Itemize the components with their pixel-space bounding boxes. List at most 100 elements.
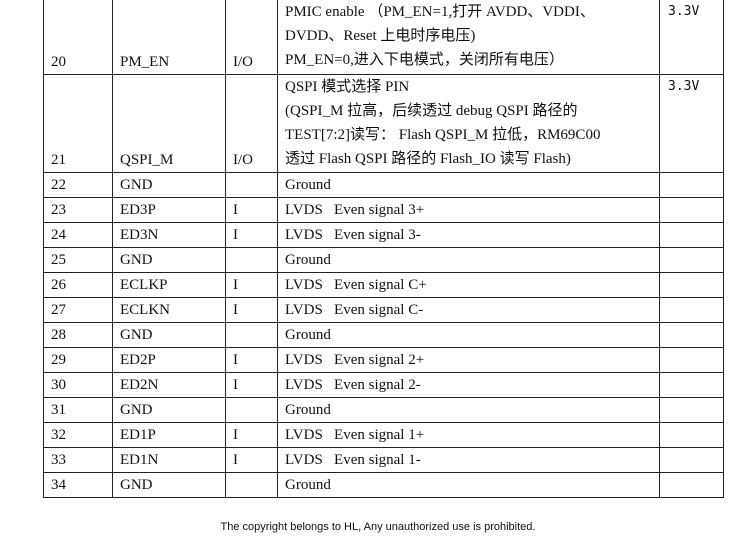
pin-number: 29 (43, 347, 113, 373)
pin-number: 34 (43, 472, 113, 498)
pin-io: I (225, 422, 278, 448)
pin-io: I/O (225, 0, 278, 75)
table-row: 30 ED2N I LVDS Even signal 2- (43, 372, 724, 398)
pin-number: 20 (43, 0, 113, 75)
pin-voltage (659, 272, 724, 298)
pin-number: 22 (43, 172, 113, 198)
pin-description: QSPI 模式选择 PIN (QSPI_M 拉高，后续透过 debug QSPI … (277, 74, 660, 173)
pin-io: I/O (225, 74, 278, 173)
description-line: DVDD、Reset 上电时序电压) (285, 28, 476, 44)
pin-number: 21 (43, 74, 113, 173)
pin-voltage (659, 372, 724, 398)
table-row: 32 ED1P I LVDS Even signal 1+ (43, 422, 724, 448)
pin-name: GND (112, 172, 226, 198)
description-line: LVDS Even signal C+ (285, 277, 427, 293)
pin-name: PM_EN (112, 0, 226, 75)
table-row: 26 ECLKP I LVDS Even signal C+ (43, 272, 724, 298)
pin-number: 25 (43, 247, 113, 273)
pin-io (225, 472, 278, 498)
pin-voltage (659, 397, 724, 423)
pin-name: GND (112, 322, 226, 348)
pin-description: Ground (277, 322, 660, 348)
pin-description: LVDS Even signal 1+ (277, 422, 660, 448)
pin-name: ED3P (112, 197, 226, 223)
description-line: LVDS Even signal C- (285, 302, 424, 318)
pin-voltage (659, 197, 724, 223)
pin-io: I (225, 347, 278, 373)
pin-description: LVDS Even signal 3- (277, 222, 660, 248)
pin-number: 32 (43, 422, 113, 448)
pin-io: I (225, 197, 278, 223)
pin-voltage (659, 222, 724, 248)
pin-name: QSPI_M (112, 74, 226, 173)
pin-voltage (659, 322, 724, 348)
description-line: LVDS Even signal 3+ (285, 202, 425, 218)
table-row: 29 ED2P I LVDS Even signal 2+ (43, 347, 724, 373)
pin-description: LVDS Even signal C- (277, 297, 660, 323)
pin-number: 30 (43, 372, 113, 398)
pin-table: 20 PM_EN I/O PMIC enable （PM_EN=1,打开 AVDD、V… (43, 0, 724, 498)
pin-io (225, 322, 278, 348)
pin-number: 33 (43, 447, 113, 473)
description-line: LVDS Even signal 1+ (285, 427, 425, 443)
table-row: 20 PM_EN I/O PMIC enable （PM_EN=1,打开 AVDD、V… (43, 0, 724, 75)
pin-io: I (225, 297, 278, 323)
description-line: (QSPI_M 拉高，后续透过 debug QSPI 路径的 (285, 103, 578, 119)
pin-voltage (659, 347, 724, 373)
description-line: QSPI 模式选择 PIN (285, 79, 410, 95)
description-line: LVDS Even signal 2+ (285, 352, 425, 368)
table-row: 25 GND Ground (43, 247, 724, 273)
pin-voltage (659, 297, 724, 323)
table-row: 31 GND Ground (43, 397, 724, 423)
pin-voltage: 3.3V (659, 74, 724, 173)
description-line: PM_EN=0,进入下电模式，关闭所有电压） (285, 52, 564, 68)
pin-name: ECLKN (112, 297, 226, 323)
description-line: Ground (285, 477, 331, 493)
pin-io: I (225, 372, 278, 398)
description-line: TEST[7:2]读写： Flash QSPI_M 拉低，RM69C00 (285, 127, 601, 143)
pin-name: ED2N (112, 372, 226, 398)
table-row: 27 ECLKN I LVDS Even signal C- (43, 297, 724, 323)
pin-io (225, 397, 278, 423)
description-line: 透过 Flash QSPI 路径的 Flash_IO 读写 Flash) (285, 151, 571, 167)
pin-io: I (225, 272, 278, 298)
pin-voltage (659, 172, 724, 198)
pin-description: LVDS Even signal 1- (277, 447, 660, 473)
pin-number: 27 (43, 297, 113, 323)
pin-io (225, 172, 278, 198)
pin-number: 28 (43, 322, 113, 348)
pin-name: GND (112, 397, 226, 423)
pin-voltage (659, 447, 724, 473)
pin-description: PMIC enable （PM_EN=1,打开 AVDD、VDDI、 DVDD、R… (277, 0, 660, 75)
pin-name: GND (112, 472, 226, 498)
description-line: Ground (285, 402, 331, 418)
pin-name: ED1N (112, 447, 226, 473)
pin-name: ED1P (112, 422, 226, 448)
copyright-footer: The copyright belongs to HL, Any unautho… (220, 521, 536, 533)
table-row: 23 ED3P I LVDS Even signal 3+ (43, 197, 724, 223)
description-line: Ground (285, 327, 331, 343)
table-row: 22 GND Ground (43, 172, 724, 198)
pin-description: Ground (277, 397, 660, 423)
pin-description: LVDS Even signal 2+ (277, 347, 660, 373)
pin-voltage: 3.3V (659, 0, 724, 75)
pin-voltage (659, 472, 724, 498)
pin-name: ECLKP (112, 272, 226, 298)
pin-voltage (659, 422, 724, 448)
pin-number: 26 (43, 272, 113, 298)
table-row: 33 ED1N I LVDS Even signal 1- (43, 447, 724, 473)
pin-name: GND (112, 247, 226, 273)
pin-description: Ground (277, 172, 660, 198)
table-row: 34 GND Ground (43, 472, 724, 498)
description-line: Ground (285, 177, 331, 193)
pin-io: I (225, 447, 278, 473)
pin-name: ED2P (112, 347, 226, 373)
pin-description: Ground (277, 472, 660, 498)
pin-description: LVDS Even signal C+ (277, 272, 660, 298)
description-line: LVDS Even signal 3- (285, 227, 421, 243)
table-row: 21 QSPI_M I/O QSPI 模式选择 PIN (QSPI_M 拉高，后续透过 … (43, 74, 724, 173)
pin-number: 31 (43, 397, 113, 423)
table-row: 28 GND Ground (43, 322, 724, 348)
pin-description: LVDS Even signal 3+ (277, 197, 660, 223)
pin-name: ED3N (112, 222, 226, 248)
